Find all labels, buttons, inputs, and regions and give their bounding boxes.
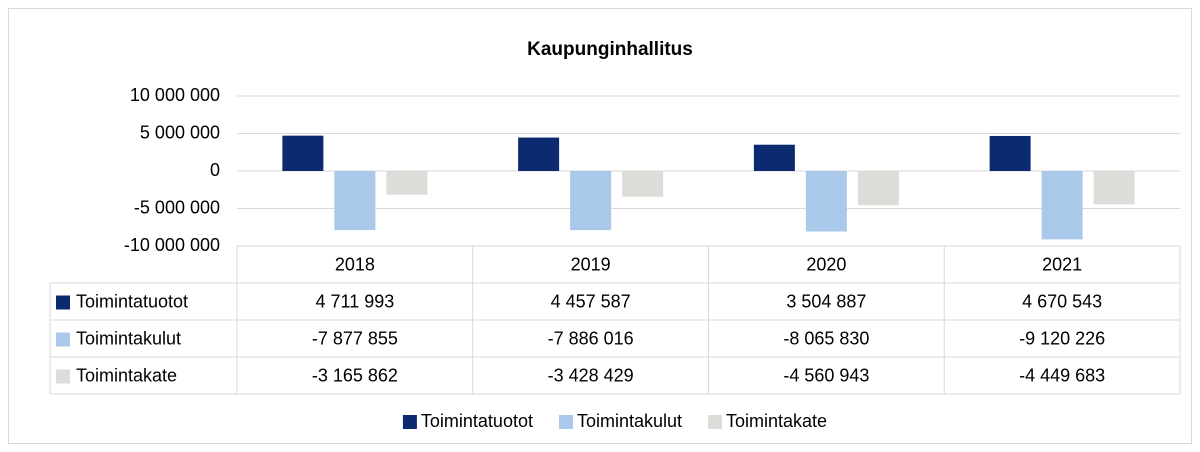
bar [282, 135, 324, 171]
legend-label: Toimintakate [726, 411, 827, 431]
legend-label: Toimintatuotot [421, 411, 533, 431]
table-cell: -3 165 862 [312, 365, 398, 385]
table-cell: -7 877 855 [312, 328, 398, 348]
y-tick-label: -5 000 000 [134, 197, 220, 217]
table-cell: 4 711 993 [316, 291, 395, 311]
chart-title: Kaupunginhallitus [527, 39, 693, 60]
bar [570, 171, 612, 231]
y-tick-label: 5 000 000 [140, 122, 220, 142]
table-legend-key [56, 332, 70, 347]
bar [753, 144, 795, 171]
x-tick-label: 2018 [335, 254, 375, 274]
table-cell: -7 886 016 [548, 328, 634, 348]
table-row-label: Toimintakate [76, 365, 177, 385]
bar [1041, 171, 1083, 240]
bar [805, 171, 847, 232]
bar [334, 171, 376, 231]
table-cell: -4 449 683 [1019, 365, 1105, 385]
table-row-label: Toimintakulut [76, 328, 181, 348]
x-tick-label: 2021 [1042, 254, 1082, 274]
table-cell: 4 457 587 [551, 291, 631, 311]
bar [1093, 171, 1135, 205]
x-tick-label: 2019 [571, 254, 611, 274]
bar [989, 135, 1031, 171]
y-tick-label: -10 000 000 [124, 235, 220, 255]
table-row-label: Toimintatuotot [76, 291, 188, 311]
bar [518, 137, 560, 171]
y-tick-label: 0 [210, 160, 220, 180]
table-legend-key [56, 369, 70, 384]
x-tick-label: 2020 [806, 254, 846, 274]
legend-key [402, 415, 417, 429]
legend-key [708, 415, 723, 429]
bar [857, 171, 899, 206]
table-legend-key [56, 295, 70, 310]
bar [622, 171, 664, 197]
table-cell: -8 065 830 [783, 328, 869, 348]
table-cell: 3 504 887 [786, 291, 866, 311]
table-cell: 4 670 543 [1022, 291, 1102, 311]
table-cell: -3 428 429 [548, 365, 634, 385]
legend-key [558, 415, 573, 429]
table-cell: -9 120 226 [1019, 328, 1105, 348]
bar [386, 171, 428, 195]
table-cell: -4 560 943 [783, 365, 869, 385]
y-tick-label: 10 000 000 [130, 85, 220, 105]
legend-label: Toimintakulut [577, 411, 682, 431]
